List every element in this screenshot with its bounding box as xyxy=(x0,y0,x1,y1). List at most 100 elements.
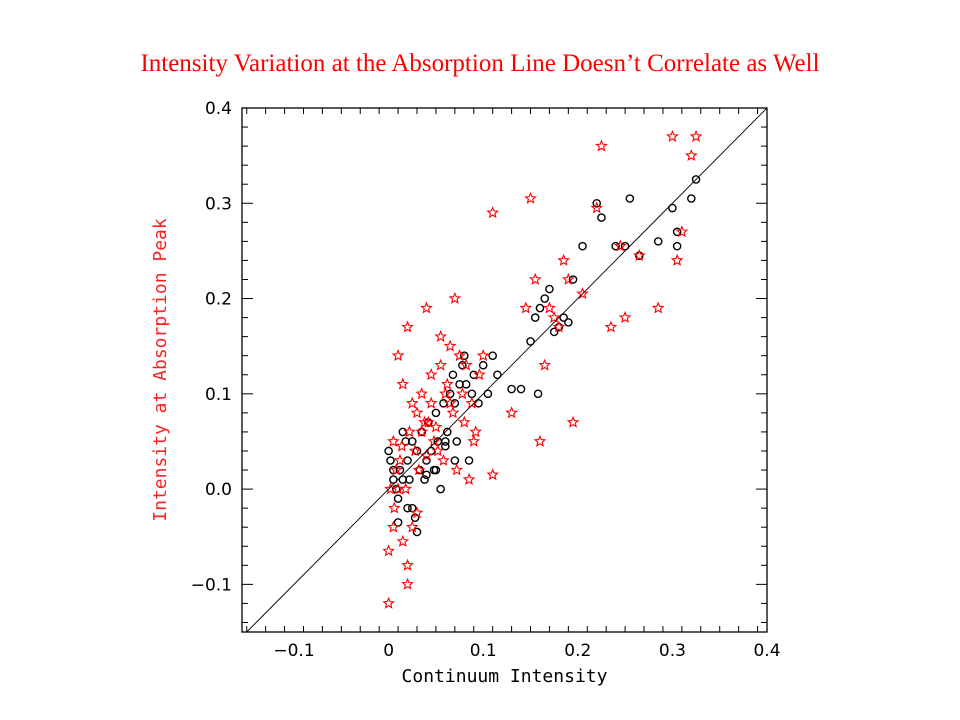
data-point-star xyxy=(420,301,433,314)
y-tick-label: −0.1 xyxy=(191,575,232,595)
data-point-star xyxy=(387,501,401,514)
data-point-star xyxy=(632,249,646,262)
data-point-star xyxy=(415,425,429,438)
x-tick-label: 0.3 xyxy=(659,641,686,661)
data-point-star xyxy=(538,358,552,371)
data-point-star xyxy=(440,377,454,390)
data-point-star xyxy=(505,406,518,419)
data-point-circle xyxy=(530,313,540,322)
data-point-star xyxy=(450,463,464,476)
data-point-circle xyxy=(540,294,550,303)
y-tick-label: 0.3 xyxy=(205,194,232,214)
data-point-star xyxy=(524,191,537,204)
x-tick-label: −0.1 xyxy=(273,641,314,661)
data-point-circle xyxy=(597,213,606,222)
data-point-star xyxy=(434,329,447,343)
data-point-circle xyxy=(483,389,493,399)
y-ticks: −0.1 0.0 0.1 0.2 0.3 0.4 xyxy=(191,99,767,623)
data-point-star xyxy=(382,596,395,609)
x-axis-label: Continuum Intensity xyxy=(402,666,608,687)
data-point-circle xyxy=(493,370,502,380)
data-point-circle xyxy=(559,313,568,322)
data-point-circle xyxy=(393,494,403,503)
data-point-star xyxy=(424,396,438,409)
data-point-star xyxy=(391,349,405,362)
data-point-circle xyxy=(461,379,471,389)
data-layer xyxy=(382,129,703,609)
data-point-circle xyxy=(668,203,677,213)
data-point-circle xyxy=(403,456,412,465)
data-point-star xyxy=(387,434,400,447)
data-point-star xyxy=(486,206,500,219)
data-point-circle xyxy=(389,475,398,484)
data-point-circle xyxy=(535,303,545,313)
data-point-star xyxy=(396,534,410,547)
data-point-star xyxy=(467,434,481,447)
data-point-star xyxy=(437,453,450,466)
data-point-circle xyxy=(439,399,448,408)
data-point-star xyxy=(543,301,556,314)
data-point-star xyxy=(547,310,561,323)
data-point-circle xyxy=(526,337,535,346)
data-point-circle xyxy=(516,384,526,394)
y-tick-label: 0.4 xyxy=(205,99,232,119)
data-point-star xyxy=(552,320,566,333)
data-point-star xyxy=(486,468,500,481)
y-tick-label: 0.0 xyxy=(205,480,232,500)
data-point-star xyxy=(387,520,400,533)
y-tick-label: 0.2 xyxy=(205,290,232,310)
data-point-star xyxy=(393,453,407,466)
data-point-circle xyxy=(450,456,460,465)
data-point-star xyxy=(604,320,618,333)
data-point-star xyxy=(459,358,473,371)
data-point-star xyxy=(401,320,414,333)
data-point-star xyxy=(410,506,424,519)
data-point-star xyxy=(443,396,457,409)
data-point-star xyxy=(403,425,416,438)
data-point-star xyxy=(422,415,435,428)
data-point-circle xyxy=(620,241,630,251)
data-point-circle xyxy=(478,360,488,370)
data-point-star xyxy=(389,463,403,476)
data-point-circle xyxy=(450,399,460,408)
data-point-star xyxy=(670,253,684,266)
data-point-circle xyxy=(403,503,412,513)
data-point-star xyxy=(562,272,575,285)
data-point-star xyxy=(566,415,580,428)
data-point-circle xyxy=(691,175,701,184)
y-axis-label: Intensity at Absorption Peak xyxy=(150,218,171,522)
data-point-star xyxy=(675,225,689,238)
identity-line xyxy=(246,107,768,633)
data-point-star xyxy=(462,472,476,485)
data-point-star xyxy=(476,349,490,362)
data-point-star xyxy=(618,310,632,323)
data-point-circle xyxy=(398,475,408,484)
data-point-star xyxy=(415,387,429,400)
data-point-circle xyxy=(545,284,554,294)
data-point-circle xyxy=(412,527,422,537)
data-point-star xyxy=(405,396,419,409)
data-point-star xyxy=(424,368,438,381)
data-point-star xyxy=(456,387,469,400)
slide-title: Intensity Variation at the Absorption Li… xyxy=(140,50,820,77)
data-point-star xyxy=(431,444,445,457)
data-point-circle xyxy=(488,351,497,361)
x-tick-label: 0.2 xyxy=(564,641,591,661)
y-tick-label: 0.1 xyxy=(205,385,232,405)
x-ticks: −0.1 0 0.1 0.2 0.3 0.4 xyxy=(246,108,781,661)
data-point-star xyxy=(590,201,604,214)
data-point-circle xyxy=(398,427,408,437)
data-point-star xyxy=(457,415,471,428)
data-point-star xyxy=(401,558,414,571)
data-point-circle xyxy=(384,446,393,456)
data-point-circle xyxy=(568,275,578,284)
data-point-circle xyxy=(549,327,559,337)
data-point-star xyxy=(382,544,395,557)
data-point-circle xyxy=(452,437,462,446)
data-point-circle xyxy=(459,351,469,361)
data-point-star xyxy=(473,368,486,381)
data-point-circle xyxy=(431,465,441,475)
data-point-circle xyxy=(672,241,682,251)
data-point-star xyxy=(614,239,627,252)
